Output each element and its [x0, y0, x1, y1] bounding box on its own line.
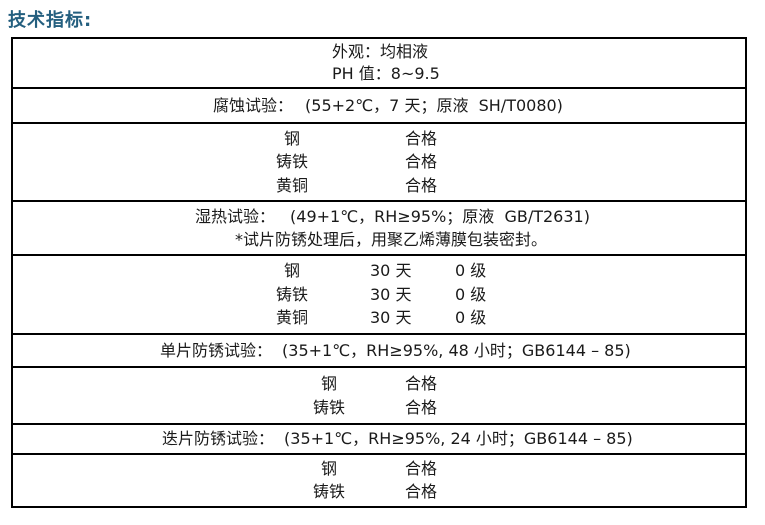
material-name: 钢	[320, 459, 337, 479]
damp-heat-result-row: 钢 30 天 0 级	[13, 262, 745, 280]
stacked-sheet-test-label: 迭片防锈试验：	[162, 429, 275, 449]
table-row-damp-heat-results: 钢 30 天 0 级 铸铁 30 天 0 级 黄铜 30 天 0 级	[13, 256, 745, 335]
material-result: 合格	[405, 397, 438, 417]
test-duration: 30 天	[370, 284, 412, 304]
material-name: 钢	[283, 261, 300, 281]
page-title: 技术指标:	[8, 10, 93, 31]
single-sheet-result-row: 铸铁 合格	[13, 399, 745, 417]
test-duration: 30 天	[370, 308, 412, 328]
corrosion-result-row: 钢 合格	[13, 130, 745, 148]
table-row-corrosion-results: 钢 合格 铸铁 合格 黄铜 合格	[13, 124, 745, 202]
material-result: 合格	[405, 152, 438, 172]
material-result: 合格	[405, 128, 438, 148]
damp-heat-header-line: 湿热试验： (49+1℃，RH≥95%；原液 GB/T2631)	[13, 206, 745, 226]
stacked-sheet-header-line: 迭片防锈试验： (35+1℃，RH≥95%, 24 小时；GB6144 – 85…	[13, 430, 745, 448]
corrosion-test-label: 腐蚀试验：	[213, 95, 294, 115]
appearance-line: 外观：均相液	[13, 43, 745, 61]
table-row-damp-heat-header: 湿热试验： (49+1℃，RH≥95%；原液 GB/T2631) *试片防锈处理…	[13, 202, 745, 256]
damp-heat-result-row: 黄铜 30 天 0 级	[13, 309, 745, 327]
ph-value: PH 值：8~9.5	[332, 64, 440, 84]
material-result: 合格	[405, 482, 438, 502]
stacked-sheet-result-row: 钢 合格	[13, 460, 745, 478]
material-name: 黄铜	[275, 308, 308, 328]
appearance-value: 外观：均相液	[332, 42, 429, 62]
table-row-single-sheet-header: 单片防锈试验： (35+1℃，RH≥95%, 48 小时；GB6144 – 85…	[13, 335, 745, 368]
damp-heat-test-conditions: (49+1℃，RH≥95%；原液 GB/T2631)	[290, 206, 590, 226]
ph-line: PH 值：8~9.5	[13, 65, 745, 83]
corrosion-result-row: 铸铁 合格	[13, 153, 745, 171]
stacked-sheet-result-row: 铸铁 合格	[13, 483, 745, 501]
material-result: 合格	[405, 175, 438, 195]
material-name: 铸铁	[312, 482, 345, 502]
material-name: 黄铜	[275, 175, 308, 195]
table-row-appearance: 外观：均相液 PH 值：8~9.5	[13, 39, 745, 89]
damp-heat-note: *试片防锈处理后，用聚乙烯薄膜包装密封。	[235, 229, 548, 249]
corrosion-header-line: 腐蚀试验： (55+2℃，7 天；原液 SH/T0080)	[13, 97, 745, 115]
spec-table: 外观：均相液 PH 值：8~9.5 腐蚀试验： (55+2℃，7 天；原液 SH…	[11, 37, 747, 508]
corrosion-test-conditions: (55+2℃，7 天；原液 SH/T0080)	[305, 95, 563, 115]
table-row-stacked-sheet-results: 钢 合格 铸铁 合格	[13, 455, 745, 506]
material-name: 钢	[320, 373, 337, 393]
single-sheet-header-line: 单片防锈试验： (35+1℃，RH≥95%, 48 小时；GB6144 – 85…	[13, 342, 745, 360]
damp-heat-result-row: 铸铁 30 天 0 级	[13, 286, 745, 304]
material-result: 0 级	[455, 261, 487, 281]
single-sheet-result-row: 钢 合格	[13, 373, 745, 393]
material-name: 钢	[283, 128, 300, 148]
material-name: 铸铁	[312, 397, 345, 417]
table-row-stacked-sheet-header: 迭片防锈试验： (35+1℃，RH≥95%, 24 小时；GB6144 – 85…	[13, 425, 745, 455]
material-result: 0 级	[455, 284, 487, 304]
material-result: 合格	[405, 459, 438, 479]
table-row-corrosion-header: 腐蚀试验： (55+2℃，7 天；原液 SH/T0080)	[13, 89, 745, 124]
material-name: 铸铁	[275, 152, 308, 172]
stacked-sheet-test-conditions: (35+1℃，RH≥95%, 24 小时；GB6144 – 85)	[284, 429, 633, 449]
material-result: 0 级	[455, 308, 487, 328]
material-result: 合格	[405, 373, 438, 393]
table-row-single-sheet-results: 钢 合格 铸铁 合格	[13, 368, 745, 425]
material-name: 铸铁	[275, 284, 308, 304]
corrosion-result-row: 黄铜 合格	[13, 175, 745, 195]
damp-heat-test-label: 湿热试验：	[195, 206, 276, 226]
test-duration: 30 天	[370, 261, 412, 281]
damp-heat-note-line: *试片防锈处理后，用聚乙烯薄膜包装密封。	[13, 231, 745, 249]
single-sheet-test-label: 单片防锈试验：	[160, 340, 273, 360]
single-sheet-test-conditions: (35+1℃，RH≥95%, 48 小时；GB6144 – 85)	[282, 340, 631, 360]
